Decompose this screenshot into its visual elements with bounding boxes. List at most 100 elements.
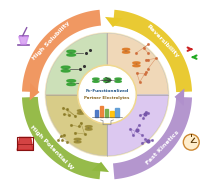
Text: Fast Kinetics: Fast Kinetics xyxy=(145,130,180,166)
Ellipse shape xyxy=(77,110,84,112)
Point xyxy=(67,114,70,117)
Circle shape xyxy=(183,134,199,150)
Point xyxy=(131,134,135,137)
Point xyxy=(144,58,148,61)
Point xyxy=(144,70,148,73)
Text: High Solubility: High Solubility xyxy=(32,21,71,61)
Ellipse shape xyxy=(133,65,140,67)
Polygon shape xyxy=(30,83,39,101)
Point xyxy=(142,46,145,49)
Wedge shape xyxy=(46,94,107,156)
Point xyxy=(138,81,141,84)
Polygon shape xyxy=(113,97,192,179)
Point xyxy=(88,78,91,81)
Text: Reversibility: Reversibility xyxy=(145,23,180,59)
Ellipse shape xyxy=(115,81,121,82)
Ellipse shape xyxy=(61,66,70,69)
Polygon shape xyxy=(113,10,192,92)
Point xyxy=(59,135,63,138)
Point xyxy=(73,131,76,134)
Bar xyxy=(95,110,98,117)
Polygon shape xyxy=(22,97,101,179)
Point xyxy=(129,127,132,130)
Bar xyxy=(105,109,108,117)
Point xyxy=(78,67,82,70)
Point xyxy=(145,140,149,143)
Ellipse shape xyxy=(85,126,92,127)
Ellipse shape xyxy=(104,78,110,80)
Ellipse shape xyxy=(115,78,121,80)
Point xyxy=(84,81,87,84)
Point xyxy=(137,123,141,126)
Polygon shape xyxy=(92,162,109,172)
Bar xyxy=(110,111,113,117)
Point xyxy=(134,52,138,55)
Bar xyxy=(100,106,103,117)
Point xyxy=(69,123,73,126)
Wedge shape xyxy=(107,33,168,94)
Point xyxy=(146,51,149,54)
Ellipse shape xyxy=(74,138,81,140)
Point xyxy=(84,52,87,55)
Point xyxy=(151,139,154,142)
Point xyxy=(82,64,86,67)
Point xyxy=(57,139,60,142)
Ellipse shape xyxy=(77,112,84,114)
Point xyxy=(88,48,91,51)
Point xyxy=(65,140,68,143)
Point xyxy=(79,121,83,124)
Point xyxy=(154,57,158,60)
Point xyxy=(62,133,66,136)
Point xyxy=(61,139,64,142)
Point xyxy=(135,71,138,74)
Ellipse shape xyxy=(121,75,128,77)
Point xyxy=(61,106,65,109)
Point xyxy=(146,112,150,115)
Ellipse shape xyxy=(122,48,130,50)
Bar xyxy=(115,108,119,117)
Ellipse shape xyxy=(133,62,140,64)
Ellipse shape xyxy=(93,81,99,82)
Polygon shape xyxy=(17,137,33,150)
Ellipse shape xyxy=(74,141,81,143)
Point xyxy=(83,132,86,136)
Wedge shape xyxy=(107,94,168,156)
Ellipse shape xyxy=(61,70,70,72)
Polygon shape xyxy=(19,36,28,44)
Point xyxy=(142,117,145,120)
Point xyxy=(143,73,146,76)
Point xyxy=(144,110,147,113)
Circle shape xyxy=(78,65,136,124)
Polygon shape xyxy=(175,88,184,106)
Polygon shape xyxy=(22,10,101,92)
Point xyxy=(144,138,147,141)
Point xyxy=(146,68,149,71)
Text: Partner Electrolytes: Partner Electrolytes xyxy=(84,96,130,100)
Wedge shape xyxy=(46,33,107,94)
Ellipse shape xyxy=(67,83,76,86)
Point xyxy=(147,139,150,142)
Point xyxy=(143,113,147,116)
Ellipse shape xyxy=(121,77,128,79)
Polygon shape xyxy=(105,17,122,27)
Point xyxy=(66,108,69,111)
Ellipse shape xyxy=(93,78,99,80)
Point xyxy=(147,43,150,46)
Ellipse shape xyxy=(67,54,76,56)
Text: High Potential W: High Potential W xyxy=(29,125,74,171)
Circle shape xyxy=(79,67,135,122)
Ellipse shape xyxy=(67,80,76,82)
Circle shape xyxy=(45,33,169,156)
Point xyxy=(73,114,77,117)
Point xyxy=(77,125,80,128)
Point xyxy=(146,58,150,61)
Ellipse shape xyxy=(122,51,130,53)
Point xyxy=(140,141,144,144)
Text: Fc-Functionalized: Fc-Functionalized xyxy=(85,88,129,93)
Ellipse shape xyxy=(85,128,92,130)
Ellipse shape xyxy=(104,81,110,82)
Point xyxy=(135,129,139,132)
Point xyxy=(140,133,144,136)
Point xyxy=(138,114,141,117)
Ellipse shape xyxy=(67,50,76,53)
